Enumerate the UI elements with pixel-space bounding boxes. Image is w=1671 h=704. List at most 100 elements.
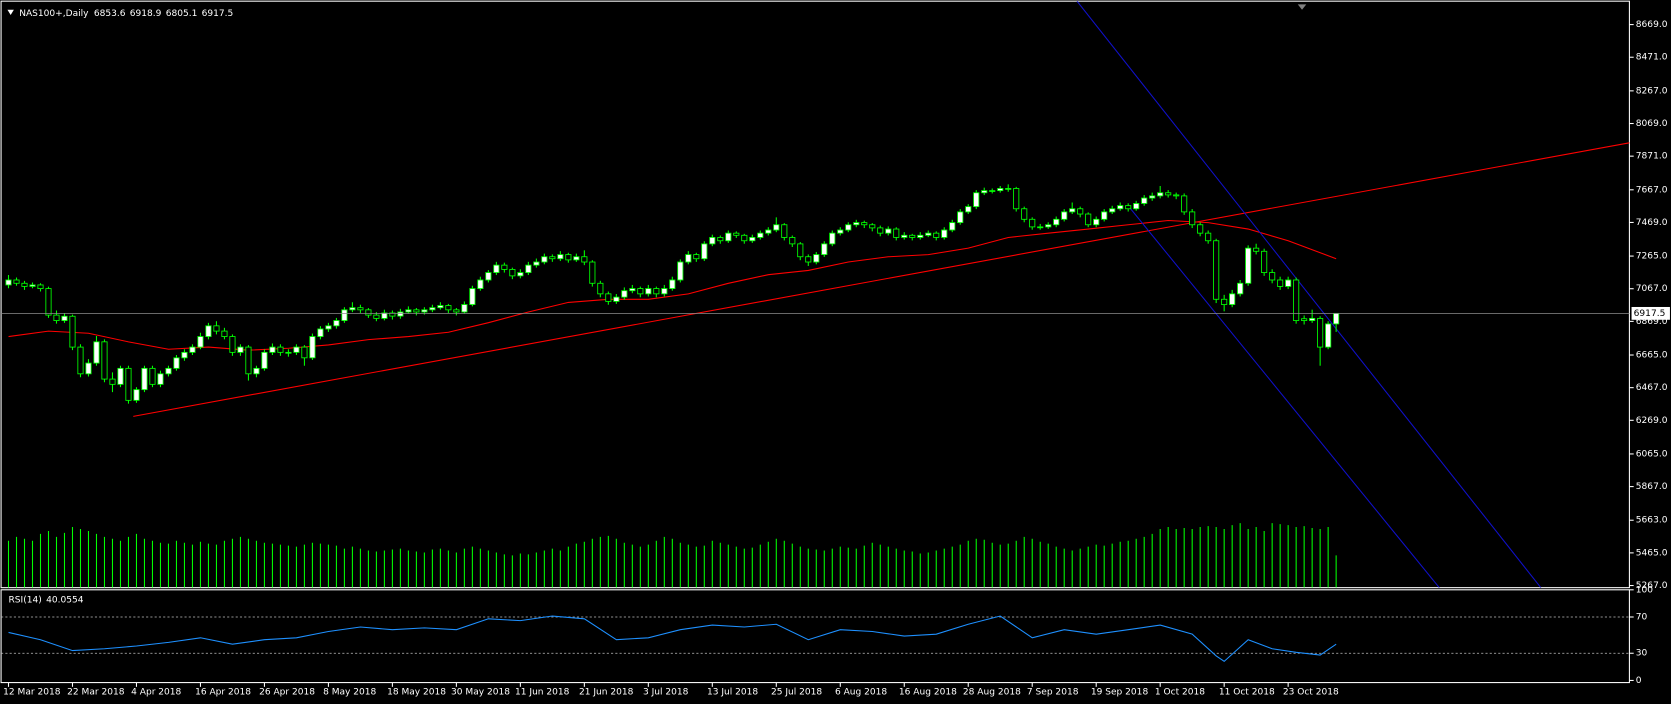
candle-body (149, 367, 156, 385)
candle-body (1125, 205, 1132, 210)
x-tick-label: 25 Jul 2018 (771, 688, 822, 698)
candle-body (1285, 279, 1292, 287)
candle-body (165, 367, 172, 375)
candle-body (533, 261, 540, 266)
candle-body (429, 307, 436, 311)
candle-body (373, 314, 380, 319)
y-tick-label: 5267.0 (1636, 581, 1668, 591)
candle-body (357, 307, 364, 311)
price-label: 6917.5 (1634, 309, 1666, 319)
candle-body (1261, 250, 1268, 273)
x-tick-label: 1 Oct 2018 (1155, 688, 1205, 698)
y-tick-label: 6269.0 (1636, 416, 1668, 426)
candle-body (397, 311, 404, 317)
price-label-box (1631, 306, 1670, 320)
candle-body (85, 362, 92, 375)
candle-body (981, 190, 988, 194)
candle-body (821, 243, 828, 256)
y-tick-label: 7667.0 (1636, 185, 1668, 195)
shift-marker (1297, 4, 1307, 10)
candle-body (213, 325, 220, 332)
candle-body (1149, 195, 1156, 199)
candle-body (781, 224, 788, 238)
x-tick-label: 4 Apr 2018 (131, 688, 181, 698)
candle-body (1037, 226, 1044, 229)
y-tick-label: 8471.0 (1636, 53, 1668, 63)
candle-body (917, 234, 924, 238)
candle-body (1141, 197, 1148, 204)
y-tick-label: 8069.0 (1636, 119, 1668, 129)
candle-body (1325, 323, 1332, 348)
candle-body (493, 264, 500, 273)
candle-body (765, 229, 772, 234)
candle-body (229, 336, 236, 353)
candle-body (221, 330, 228, 337)
moving-average (8, 219, 1337, 351)
candle-body (333, 320, 340, 327)
candle-body (565, 254, 572, 261)
rsi-tick-label: 30 (1636, 649, 1648, 659)
x-tick-label: 16 Aug 2018 (899, 688, 957, 698)
candle-body (909, 234, 916, 238)
candle-body (1053, 218, 1060, 226)
x-tick-label: 18 May 2018 (387, 688, 446, 698)
rsi-tick-label: 70 (1636, 612, 1648, 622)
x-tick-label: 16 Apr 2018 (195, 688, 251, 698)
candle-body (325, 325, 332, 330)
candle-body (1077, 208, 1084, 215)
candle-body (757, 232, 764, 238)
candle-body (309, 336, 316, 359)
candle-body (749, 237, 756, 242)
candle-body (1309, 317, 1316, 321)
high-value: 6918.9 (130, 8, 162, 18)
candle-body (69, 315, 76, 348)
candle-body (1181, 195, 1188, 213)
trend-line (133, 142, 1630, 417)
candle-body (509, 269, 516, 277)
rsi-panel-frame (0, 589, 1630, 684)
main-panel-frame (0, 0, 1630, 589)
candle-body (37, 284, 44, 289)
candle-body (1093, 218, 1100, 226)
candle-body (645, 288, 652, 295)
y-tick-label: 7067.0 (1636, 284, 1668, 294)
candle-body (461, 304, 468, 313)
x-tick-label: 19 Sep 2018 (1091, 688, 1149, 698)
candle-body (613, 296, 620, 302)
candle-body (965, 206, 972, 213)
candle-body (941, 229, 948, 238)
open-value: 6853.6 (94, 8, 126, 18)
candle-body (653, 288, 660, 295)
candle-body (469, 288, 476, 305)
y-tick-label: 7871.0 (1636, 152, 1668, 162)
x-tick-label: 11 Oct 2018 (1219, 688, 1275, 698)
candle-body (637, 288, 644, 295)
candle-body (1101, 211, 1108, 220)
candle-body (1213, 240, 1220, 300)
x-tick-label: 26 Apr 2018 (259, 688, 315, 698)
candle-body (1237, 282, 1244, 295)
x-tick-label: 7 Sep 2018 (1027, 688, 1079, 698)
rsi-header: RSI(14) 40.0554 (9, 595, 84, 605)
x-tick-label: 28 Aug 2018 (963, 688, 1021, 698)
candle-body (549, 256, 556, 260)
candle-body (1317, 317, 1324, 348)
candle-body (101, 341, 108, 380)
candle-body (1245, 247, 1252, 284)
candle-body (541, 256, 548, 263)
y-tick-label: 5867.0 (1636, 482, 1668, 492)
candle-body (773, 224, 780, 231)
menu-arrow (7, 9, 14, 16)
candle-body (53, 314, 60, 321)
low-value: 6805.1 (166, 8, 198, 18)
candle-body (349, 307, 356, 311)
candle-body (829, 232, 836, 245)
candle-body (197, 336, 204, 348)
candle-body (365, 309, 372, 316)
candle-body (677, 261, 684, 281)
candle-body (317, 328, 324, 337)
y-tick-label: 7469.0 (1636, 218, 1668, 228)
candle-body (29, 284, 36, 287)
candle-body (1173, 194, 1180, 197)
candle-body (189, 346, 196, 353)
